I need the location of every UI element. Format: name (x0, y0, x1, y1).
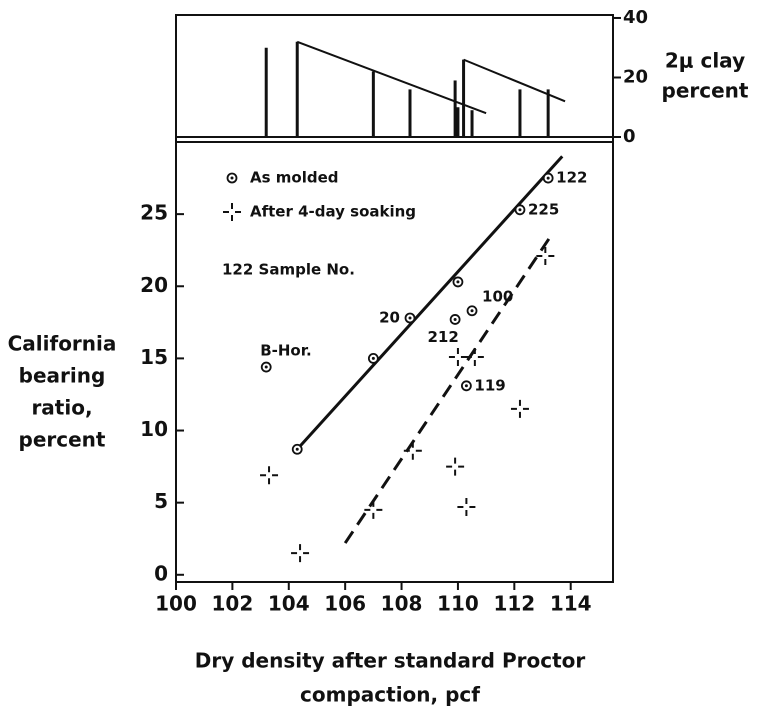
x-tick-label: 100 (155, 592, 197, 616)
y-tick-label: 15 (140, 345, 168, 369)
point-label: 122 (556, 169, 587, 187)
point-label: B-Hor. (260, 342, 311, 360)
x-tick-label: 104 (268, 592, 310, 616)
point (291, 544, 310, 563)
point (510, 399, 529, 418)
point-center (546, 176, 550, 180)
point-label: 20 (379, 309, 400, 327)
trend-line (463, 58, 566, 103)
y-label: California (8, 332, 117, 356)
x-label: Dry density after standard Proctor (195, 649, 586, 673)
y-tick-label: 20 (140, 273, 168, 297)
frame (175, 141, 614, 583)
legend-label: After 4-day soaking (250, 203, 416, 221)
point-center (518, 208, 522, 212)
x-tick-label: 114 (550, 592, 592, 616)
point-center (470, 309, 474, 313)
point (457, 497, 476, 516)
point-center (408, 316, 412, 320)
point (260, 466, 279, 485)
x-tick-label: 102 (212, 592, 254, 616)
x-label: compaction, pcf (300, 683, 480, 707)
y2-label: percent (662, 79, 749, 103)
legend-marker-center (230, 176, 234, 180)
y-tick-label: 25 (140, 201, 168, 225)
point (403, 441, 422, 460)
point-center (371, 356, 375, 360)
legend-marker (223, 203, 241, 221)
y2-tick-label: 20 (623, 66, 648, 87)
y-tick-label: 5 (154, 489, 168, 513)
y-label: bearing (19, 364, 106, 388)
y2-label: 2μ clay (665, 49, 745, 73)
legend-note: 122 Sample No. (222, 261, 355, 279)
trend-line (296, 155, 564, 451)
x-tick-label: 112 (493, 592, 535, 616)
trend-line (343, 234, 553, 544)
point (465, 347, 484, 366)
point (446, 457, 465, 476)
point-label: 225 (528, 200, 559, 218)
y-tick-label: 10 (140, 417, 168, 441)
y-label: percent (19, 428, 106, 452)
x-tick-label: 110 (437, 592, 479, 616)
point-label: 100 (482, 287, 513, 305)
x-tick-label: 108 (381, 592, 423, 616)
point-center (264, 365, 268, 369)
point (536, 246, 555, 265)
point-center (295, 447, 299, 451)
point-center (453, 317, 457, 321)
point-center (456, 280, 460, 284)
point-label: 119 (474, 376, 505, 394)
y-tick-label: 0 (154, 561, 168, 585)
point (448, 347, 467, 366)
x-tick-label: 106 (324, 592, 366, 616)
legend-label: As molded (250, 169, 338, 187)
point (364, 500, 383, 519)
y2-tick-label: 40 (623, 7, 648, 28)
y2-tick-label: 0 (623, 126, 636, 147)
trend-line (296, 40, 487, 115)
y-label: ratio, (31, 396, 92, 420)
point-label: 212 (427, 328, 458, 346)
point-center (464, 384, 468, 388)
